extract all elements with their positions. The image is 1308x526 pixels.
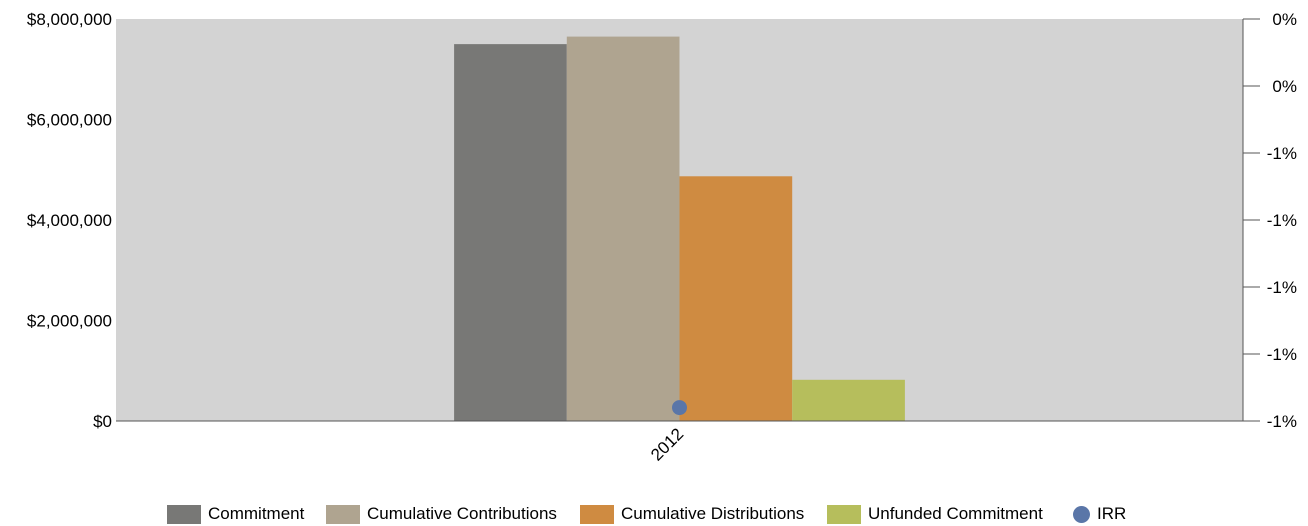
bar-cumulative-distributions [679,176,793,421]
y-axis-right: -1% -1% -1% -1% -1% 0% 0% [1243,10,1297,431]
legend-swatch-cumulative-distributions [580,504,614,524]
y-axis-left: $0 $2,000,000 $4,000,000 $6,000,000 $8,000,0… [27,10,112,431]
bar-cumulative-contributions [566,36,680,422]
legend-swatch-cumulative-contributions [326,504,360,524]
bar-group [454,36,905,422]
irr-point [672,400,687,416]
legend-label-cumulative-distributions: Cumulative Distributions [621,504,805,523]
legend-item-commitment[interactable]: Commitment [167,504,304,524]
legend-label-unfunded-commitment: Unfunded Commitment [868,504,1043,523]
bar-unfunded-commitment [792,379,905,421]
legend-item-cumulative-contributions[interactable]: Cumulative Contributions [326,504,557,524]
y-tick-label: $6,000,000 [27,111,112,130]
x-axis: 2012 [647,424,687,464]
y-tick-label: $4,000,000 [27,211,112,230]
bar-commitment [454,44,567,421]
y2-tick-label: -1% [1267,278,1297,297]
y-tick-label: $2,000,000 [27,312,112,331]
legend-label-commitment: Commitment [208,504,305,523]
legend-item-cumulative-distributions[interactable]: Cumulative Distributions [580,504,804,524]
legend-dot-irr [1073,505,1090,523]
irr-points [672,400,687,416]
legend-label-cumulative-contributions: Cumulative Contributions [367,504,557,523]
y2-tick-label: -1% [1267,211,1297,230]
y-tick-label: $0 [93,412,112,431]
legend-swatch-unfunded-commitment [827,504,861,524]
legend: Commitment Cumulative Contributions Cumu… [0,500,1308,526]
y2-tick-label: 0% [1272,10,1297,29]
legend-swatch-commitment [167,504,201,524]
x-tick-label: 2012 [647,424,687,464]
y-tick-label: $8,000,000 [27,10,112,29]
y2-tick-label: 0% [1272,77,1297,96]
y2-tick-label: -1% [1267,345,1297,364]
legend-label-irr: IRR [1097,504,1127,523]
legend-item-irr[interactable]: IRR [1073,504,1126,524]
y2-tick-label: -1% [1267,412,1297,431]
legend-item-unfunded-commitment[interactable]: Unfunded Commitment [827,504,1043,524]
y2-tick-label: -1% [1267,144,1297,163]
